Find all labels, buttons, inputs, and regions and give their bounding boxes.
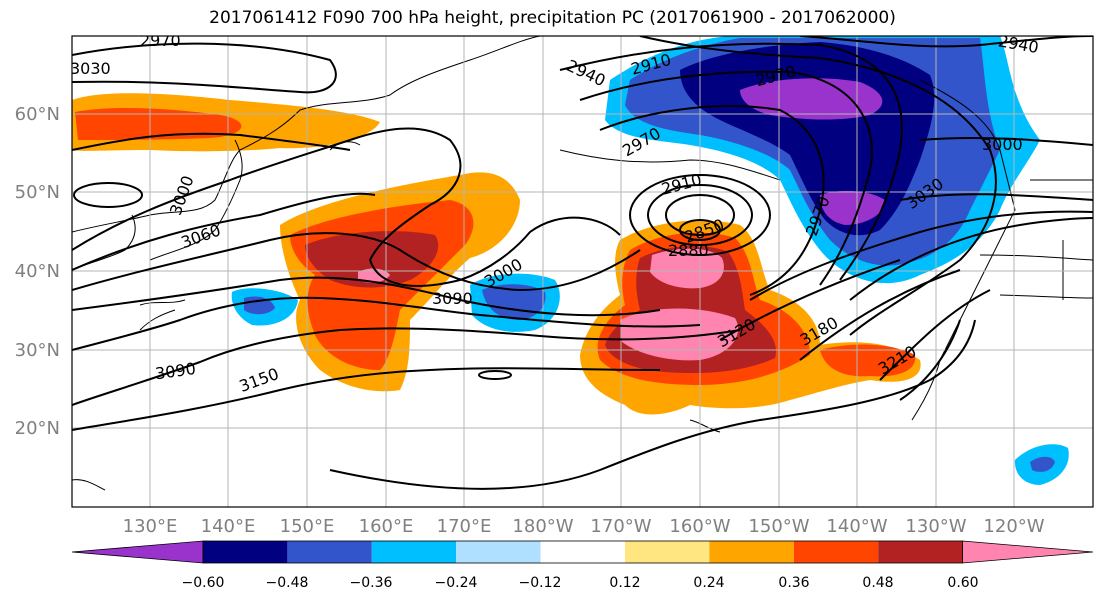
map-title: 2017061412 F090 700 hPa height, precipit…: [209, 8, 896, 28]
contour-label: 3030: [70, 59, 111, 78]
lon-tick-label: 140°E: [201, 516, 256, 537]
colorbar-tick-label: 0.60: [947, 575, 978, 591]
colorbar-tick-labels: −0.60 −0.48 −0.36 −0.24 −0.12 0.12 0.24 …: [182, 575, 979, 591]
colorbar-segment: [878, 541, 963, 563]
precip-negative-shading: [231, 36, 1069, 485]
colorbar-extend-max: [962, 540, 1094, 564]
colorbar-segment: [287, 541, 372, 563]
colorbar-tick-label: 0.24: [693, 575, 724, 591]
lon-tick-label: 130°E: [123, 516, 178, 537]
graticule: [72, 36, 1093, 507]
contour-label: 3000: [982, 135, 1023, 154]
map-frame: [71, 35, 1094, 508]
colorbar-segment: [793, 541, 879, 563]
lat-axis: 60°N 50°N 40°N 30°N 20°N: [15, 104, 60, 439]
lon-tick-label: 170°E: [437, 516, 492, 537]
lon-axis: 130°E 140°E 150°E 160°E 170°E 180°W 170°…: [123, 516, 1045, 537]
colorbar-tick-label: −0.12: [519, 575, 562, 591]
contour-label: 2940: [997, 31, 1040, 57]
lon-tick-label: 150°W: [748, 516, 809, 537]
lon-tick-label: 130°W: [905, 516, 966, 537]
lon-tick-label: 160°W: [669, 516, 730, 537]
colorbar-outline: [202, 540, 963, 564]
height-contours: [72, 36, 1093, 490]
colorbar-tick-label: −0.60: [182, 575, 225, 591]
lon-tick-label: 160°E: [359, 516, 414, 537]
lon-tick-label: 180°W: [512, 516, 573, 537]
colorbar-tick-label: 0.12: [609, 575, 640, 591]
colorbar-segment: [203, 541, 288, 563]
colorbar-segment: [540, 541, 625, 563]
precip-positive-shading: [72, 93, 921, 415]
lat-tick-label: 60°N: [15, 104, 60, 125]
colorbar-tick-label: −0.24: [435, 575, 478, 591]
colorbar-extend-min: [71, 540, 204, 564]
lon-tick-label: 170°W: [590, 516, 651, 537]
lon-tick-label: 140°W: [826, 516, 887, 537]
colorbar-tick-label: 0.48: [862, 575, 893, 591]
lat-tick-label: 40°N: [15, 261, 60, 282]
lon-tick-label: 150°E: [280, 516, 335, 537]
colorbar-tick-label: 0.36: [778, 575, 809, 591]
colorbar-segment: [371, 541, 457, 563]
contour-label: 2880: [668, 241, 709, 260]
lat-tick-label: 20°N: [15, 418, 60, 439]
lat-tick-label: 50°N: [15, 182, 60, 203]
contour-label: 3090: [432, 289, 473, 308]
colorbar-tick-label: −0.36: [350, 575, 393, 591]
lat-tick-label: 30°N: [15, 340, 60, 361]
coastlines: [72, 36, 1093, 491]
contour-label: 2970: [140, 31, 181, 50]
lon-tick-label: 120°W: [983, 516, 1044, 537]
colorbar: [71, 540, 1094, 564]
colorbar-segment: [625, 541, 710, 563]
colorbar-tick-label: −0.48: [266, 575, 309, 591]
colorbar-segment: [709, 541, 794, 563]
colorbar-segment: [456, 541, 541, 563]
